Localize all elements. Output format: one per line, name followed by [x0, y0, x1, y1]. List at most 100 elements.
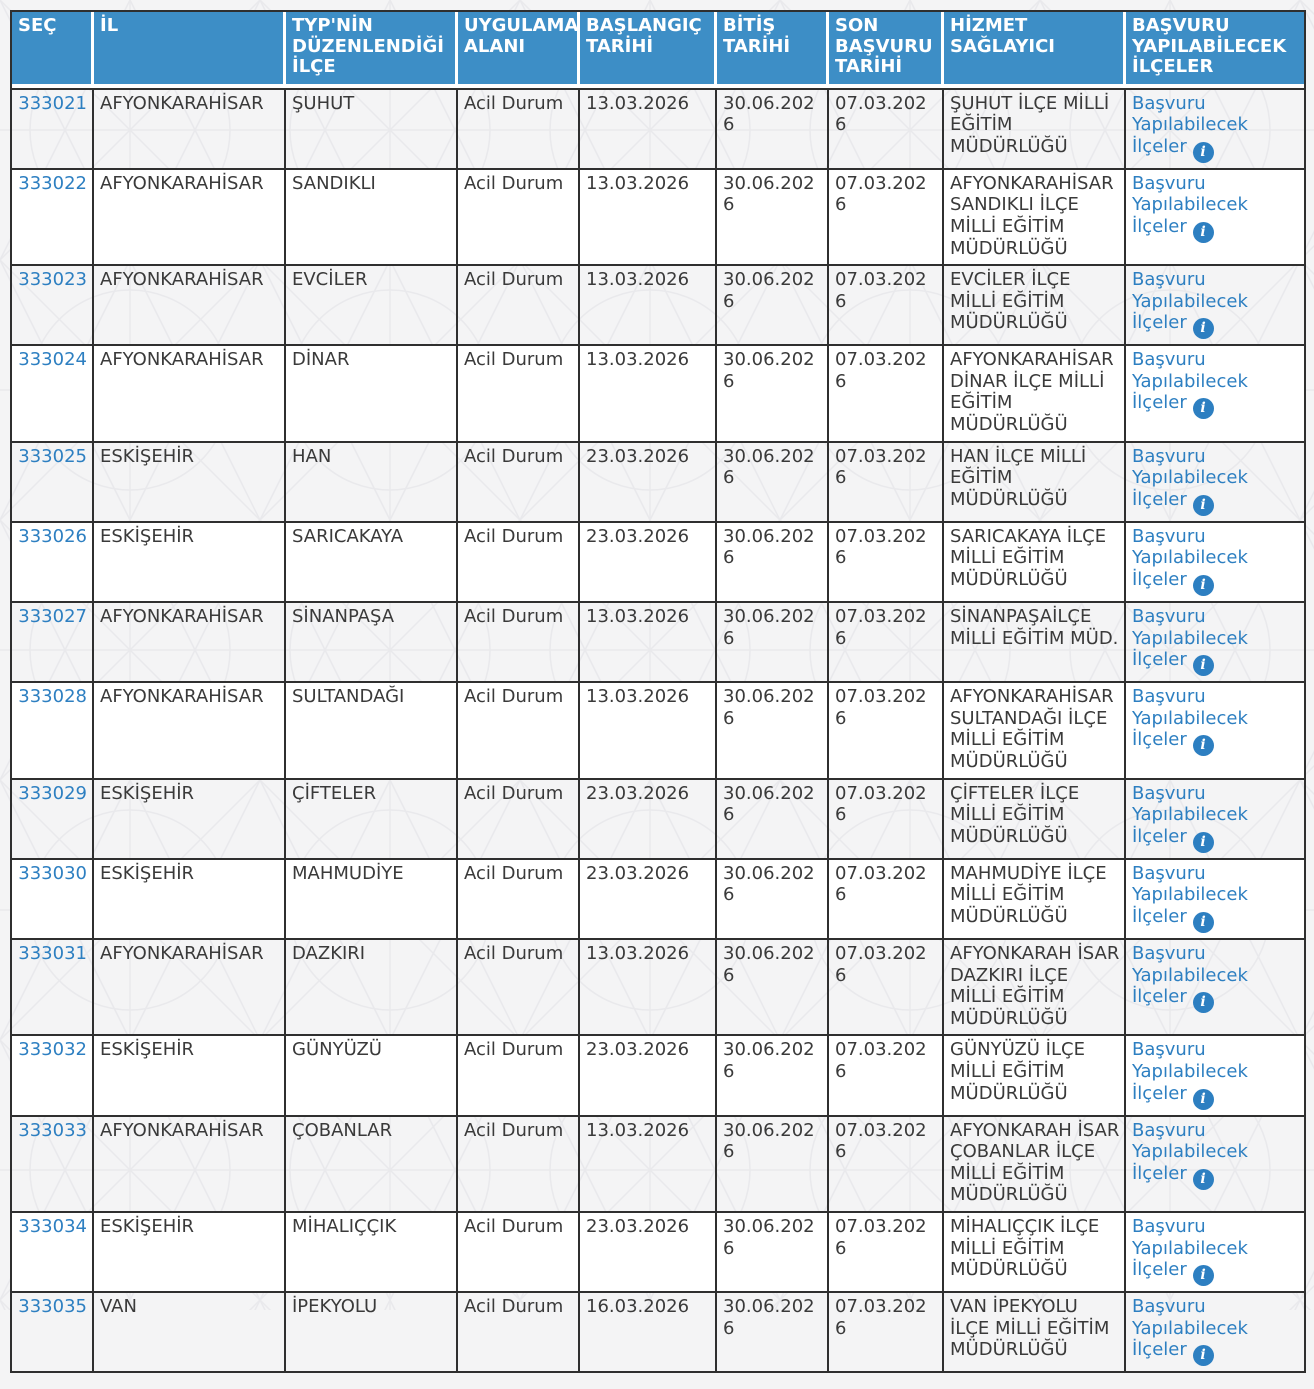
hizmet-saglayici-cell: GÜNYÜZÜ İLÇE MİLLİ EĞİTİM MÜDÜRLÜĞÜ — [944, 1036, 1126, 1116]
basvuru-ilceler-label: Başvuru Yapılabilecek İlçeler — [1132, 1216, 1248, 1280]
basvuru-ilceler-label: Başvuru Yapılabilecek İlçeler — [1132, 173, 1248, 237]
basvuru-ilceler-cell: Başvuru Yapılabilecek İlçeler i — [1126, 523, 1304, 603]
il-cell: AFYONKARAHİSAR — [94, 266, 286, 346]
uygulama-alani-cell: Acil Durum — [458, 88, 580, 170]
listing-id-link[interactable]: 333025 — [18, 446, 87, 467]
listing-id-cell: 333028 — [12, 683, 94, 779]
basvuru-ilceler-link[interactable]: Başvuru Yapılabilecek İlçeler i — [1132, 93, 1248, 157]
info-icon: i — [1193, 495, 1214, 516]
hizmet-saglayici-cell: SARICAKAYA İLÇE MİLLİ EĞİTİM MÜDÜRLÜĞÜ — [944, 523, 1126, 603]
ilce-cell: ŞUHUT — [286, 88, 458, 170]
listing-id-cell: 333035 — [12, 1293, 94, 1371]
column-header-bitis_tarihi: BİTİŞ TARİHİ — [717, 12, 829, 88]
listing-id-link[interactable]: 333031 — [18, 943, 87, 964]
basvuru-ilceler-link[interactable]: Başvuru Yapılabilecek İlçeler i — [1132, 446, 1248, 510]
uygulama-alani-cell: Acil Durum — [458, 780, 580, 860]
info-icon: i — [1193, 655, 1214, 676]
listing-id-cell: 333033 — [12, 1117, 94, 1213]
basvuru-ilceler-label: Başvuru Yapılabilecek İlçeler — [1132, 349, 1248, 413]
bitis-tarihi-cell: 30.06.2026 — [717, 1036, 829, 1116]
basvuru-ilceler-link[interactable]: Başvuru Yapılabilecek İlçeler i — [1132, 1039, 1248, 1103]
info-icon: i — [1193, 912, 1214, 933]
listing-id-link[interactable]: 333035 — [18, 1296, 87, 1317]
son-basvuru-tarihi-cell: 07.03.2026 — [829, 346, 944, 442]
bitis-tarihi-cell: 30.06.2026 — [717, 940, 829, 1036]
basvuru-ilceler-link[interactable]: Başvuru Yapılabilecek İlçeler i — [1132, 349, 1248, 413]
basvuru-ilceler-link[interactable]: Başvuru Yapılabilecek İlçeler i — [1132, 863, 1248, 927]
listing-id-link[interactable]: 333024 — [18, 349, 87, 370]
basvuru-ilceler-link[interactable]: Başvuru Yapılabilecek İlçeler i — [1132, 269, 1248, 333]
ilce-cell: ÇİFTELER — [286, 780, 458, 860]
listing-id-cell: 333022 — [12, 170, 94, 266]
listing-id-link[interactable]: 333021 — [18, 93, 87, 114]
basvuru-ilceler-cell: Başvuru Yapılabilecek İlçeler i — [1126, 88, 1304, 170]
ilce-cell: SANDIKLI — [286, 170, 458, 266]
uygulama-alani-cell: Acil Durum — [458, 170, 580, 266]
il-cell: AFYONKARAHİSAR — [94, 683, 286, 779]
il-cell: AFYONKARAHİSAR — [94, 940, 286, 1036]
basvuru-ilceler-link[interactable]: Başvuru Yapılabilecek İlçeler i — [1132, 1120, 1248, 1184]
column-header-id: SEÇ — [12, 12, 94, 88]
basvuru-ilceler-label: Başvuru Yapılabilecek İlçeler — [1132, 606, 1248, 670]
info-icon: i — [1193, 832, 1214, 853]
column-header-basvuru: BAŞVURU YAPILABİLECEK İLÇELER — [1126, 12, 1304, 88]
basvuru-ilceler-cell: Başvuru Yapılabilecek İlçeler i — [1126, 683, 1304, 779]
baslangic-tarihi-cell: 23.03.2026 — [580, 860, 717, 940]
listing-id-link[interactable]: 333029 — [18, 783, 87, 804]
column-header-son_basvuru_tarihi: SON BAŞVURU TARİHİ — [829, 12, 944, 88]
son-basvuru-tarihi-cell: 07.03.2026 — [829, 780, 944, 860]
il-cell: ESKİŞEHİR — [94, 780, 286, 860]
bitis-tarihi-cell: 30.06.2026 — [717, 523, 829, 603]
basvuru-ilceler-link[interactable]: Başvuru Yapılabilecek İlçeler i — [1132, 173, 1248, 237]
basvuru-ilceler-cell: Başvuru Yapılabilecek İlçeler i — [1126, 346, 1304, 442]
basvuru-ilceler-link[interactable]: Başvuru Yapılabilecek İlçeler i — [1132, 783, 1248, 847]
info-icon: i — [1193, 1089, 1214, 1110]
column-header-ilce: TYP'NİN DÜZENLENDİĞİ İLÇE — [286, 12, 458, 88]
basvuru-ilceler-link[interactable]: Başvuru Yapılabilecek İlçeler i — [1132, 1216, 1248, 1280]
listing-id-link[interactable]: 333026 — [18, 526, 87, 547]
basvuru-ilceler-link[interactable]: Başvuru Yapılabilecek İlçeler i — [1132, 1296, 1248, 1360]
basvuru-ilceler-link[interactable]: Başvuru Yapılabilecek İlçeler i — [1132, 606, 1248, 670]
listing-id-link[interactable]: 333027 — [18, 606, 87, 627]
son-basvuru-tarihi-cell: 07.03.2026 — [829, 88, 944, 170]
basvuru-ilceler-link[interactable]: Başvuru Yapılabilecek İlçeler i — [1132, 686, 1248, 750]
uygulama-alani-cell: Acil Durum — [458, 860, 580, 940]
il-cell: AFYONKARAHİSAR — [94, 1117, 286, 1213]
basvuru-ilceler-label: Başvuru Yapılabilecek İlçeler — [1132, 446, 1248, 510]
listing-id-link[interactable]: 333032 — [18, 1039, 87, 1060]
listing-id-link[interactable]: 333023 — [18, 269, 87, 290]
basvuru-ilceler-label: Başvuru Yapılabilecek İlçeler — [1132, 686, 1248, 750]
basvuru-ilceler-label: Başvuru Yapılabilecek İlçeler — [1132, 1120, 1248, 1184]
basvuru-ilceler-link[interactable]: Başvuru Yapılabilecek İlçeler i — [1132, 943, 1248, 1007]
listing-id-link[interactable]: 333028 — [18, 686, 87, 707]
son-basvuru-tarihi-cell: 07.03.2026 — [829, 1293, 944, 1371]
info-icon: i — [1193, 735, 1214, 756]
bitis-tarihi-cell: 30.06.2026 — [717, 1293, 829, 1371]
listing-id-link[interactable]: 333022 — [18, 173, 87, 194]
basvuru-ilceler-cell: Başvuru Yapılabilecek İlçeler i — [1126, 780, 1304, 860]
info-icon: i — [1193, 222, 1214, 243]
listing-id-link[interactable]: 333030 — [18, 863, 87, 884]
basvuru-ilceler-link[interactable]: Başvuru Yapılabilecek İlçeler i — [1132, 526, 1248, 590]
son-basvuru-tarihi-cell: 07.03.2026 — [829, 1036, 944, 1116]
bitis-tarihi-cell: 30.06.2026 — [717, 860, 829, 940]
baslangic-tarihi-cell: 13.03.2026 — [580, 170, 717, 266]
listing-id-link[interactable]: 333034 — [18, 1216, 87, 1237]
basvuru-ilceler-cell: Başvuru Yapılabilecek İlçeler i — [1126, 1213, 1304, 1293]
listing-id-link[interactable]: 333033 — [18, 1120, 87, 1141]
basvuru-ilceler-cell: Başvuru Yapılabilecek İlçeler i — [1126, 603, 1304, 683]
info-icon: i — [1193, 398, 1214, 419]
bitis-tarihi-cell: 30.06.2026 — [717, 266, 829, 346]
baslangic-tarihi-cell: 13.03.2026 — [580, 266, 717, 346]
hizmet-saglayici-cell: ŞUHUT İLÇE MİLLİ EĞİTİM MÜDÜRLÜĞÜ — [944, 88, 1126, 170]
info-icon: i — [1193, 575, 1214, 596]
info-icon: i — [1193, 318, 1214, 339]
